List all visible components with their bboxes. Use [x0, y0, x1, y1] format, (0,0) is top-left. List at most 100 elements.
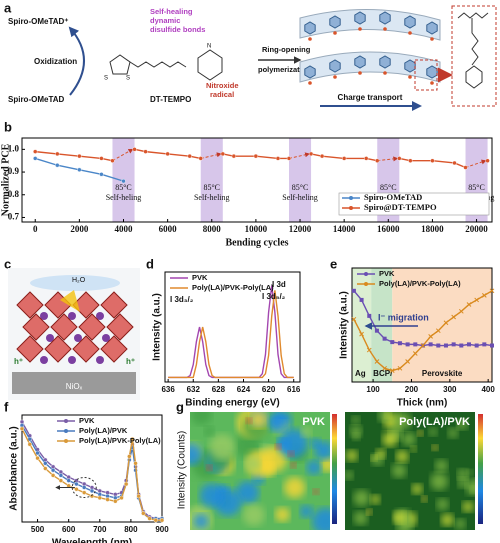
map-spot	[290, 462, 297, 469]
linker	[358, 71, 362, 75]
linker	[430, 37, 434, 41]
point	[351, 288, 356, 293]
map-blob	[353, 489, 370, 507]
zoom-structure	[457, 12, 489, 89]
y-tick-label: 0.9	[8, 166, 20, 176]
linker	[408, 31, 412, 35]
legend-marker	[364, 282, 368, 286]
point	[231, 153, 237, 159]
point	[132, 147, 137, 152]
point	[136, 493, 141, 499]
map-spot	[245, 417, 252, 424]
map-blob	[454, 518, 466, 530]
zoom-box	[451, 5, 497, 107]
map-blob	[209, 434, 236, 460]
point	[187, 153, 192, 159]
map-blob	[352, 433, 360, 441]
point	[27, 442, 32, 447]
x-axis-title: Bending cycles	[225, 237, 288, 248]
point	[74, 487, 79, 492]
map-blob	[300, 426, 312, 438]
point	[133, 461, 138, 466]
water-label: H₂O	[72, 277, 86, 284]
band-label: 85°C	[292, 183, 309, 192]
intensity-map	[345, 412, 475, 530]
band-label: 85°C	[380, 183, 397, 192]
octahedron	[16, 335, 44, 363]
water-layer	[30, 275, 120, 291]
point	[43, 461, 48, 466]
peak-label: I 3d	[272, 280, 286, 289]
x-tick-label: 400	[481, 385, 495, 394]
x-tick-label: 12000	[289, 224, 312, 234]
point	[408, 158, 413, 163]
heating-band	[200, 138, 223, 222]
map-blob	[462, 501, 474, 513]
point	[382, 365, 387, 371]
linker	[358, 27, 362, 31]
map-blob	[457, 468, 469, 480]
legend-marker	[349, 206, 353, 210]
point	[58, 478, 64, 483]
band-label: Self-heling	[282, 193, 318, 202]
annotation: Self-healing	[150, 7, 193, 16]
map-blob	[345, 470, 354, 481]
substrate	[12, 372, 136, 394]
map-blob	[457, 477, 469, 489]
cation	[68, 312, 76, 320]
point	[436, 343, 441, 348]
point	[99, 172, 104, 177]
legend-marker	[349, 196, 353, 200]
y-axis-title: Normalized PCE	[0, 143, 11, 216]
x-tick-label: 700	[93, 525, 107, 534]
hexagon	[329, 59, 341, 73]
map-blob	[441, 513, 454, 527]
point	[130, 436, 135, 442]
point	[405, 342, 410, 347]
linker	[430, 81, 434, 85]
region-label: Perovskite	[422, 369, 463, 378]
point	[77, 167, 82, 172]
point	[359, 331, 364, 337]
atom: S	[104, 76, 108, 82]
x-tick-label: 200	[405, 385, 419, 394]
band-label: Self-heling	[106, 193, 142, 202]
point	[459, 343, 464, 348]
point	[77, 153, 82, 159]
species-label: Spiro-OMeTAD	[8, 95, 65, 104]
y-tick-label: 0.7	[8, 212, 20, 222]
peak-label: I 3d₃/₂	[170, 295, 194, 304]
point	[66, 478, 71, 483]
point	[413, 342, 418, 347]
point	[159, 518, 165, 523]
point	[359, 297, 364, 302]
point	[127, 454, 132, 459]
point	[35, 450, 40, 456]
point	[412, 351, 418, 356]
point	[489, 288, 495, 294]
linker	[383, 27, 387, 31]
x-tick-label: 14000	[333, 224, 356, 234]
hexagon	[329, 15, 341, 29]
x-tick-label: 20000	[465, 224, 488, 234]
recovery-arrow	[377, 156, 399, 162]
legend-box	[338, 192, 490, 216]
point	[397, 365, 403, 371]
point	[366, 347, 372, 353]
point	[113, 499, 118, 504]
x-tick-label: 4000	[115, 224, 134, 234]
substrate-label: NiOₓ	[66, 382, 83, 391]
x-tick-label: 18000	[421, 224, 444, 234]
highlight-box	[414, 59, 438, 91]
cation	[40, 356, 48, 364]
point	[463, 165, 468, 170]
map-blob	[384, 412, 392, 419]
legend-marker	[64, 419, 68, 423]
map-spot	[431, 444, 438, 451]
map-blob	[447, 427, 458, 439]
x-tick-label: 620	[262, 385, 276, 394]
panel-label: c	[4, 256, 11, 271]
colorbar	[332, 414, 337, 524]
map-blob	[456, 418, 468, 430]
point	[153, 518, 158, 523]
